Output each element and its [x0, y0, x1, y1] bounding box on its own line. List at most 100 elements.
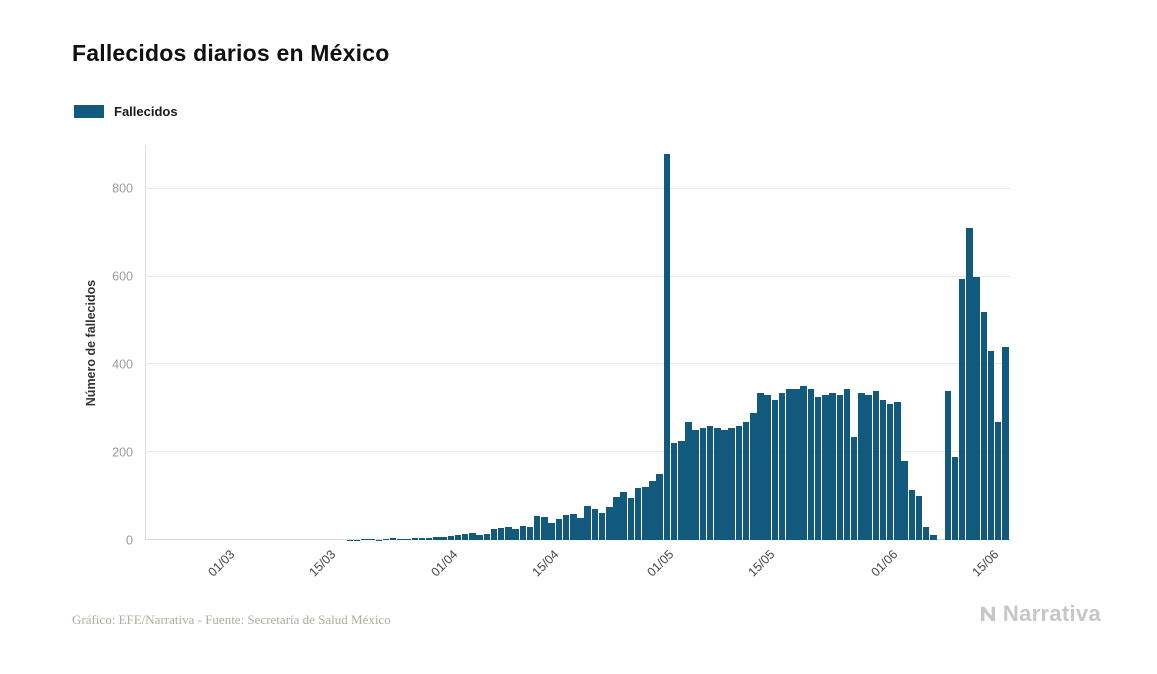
bar	[310, 539, 318, 540]
bar	[469, 533, 476, 540]
bar	[245, 539, 253, 540]
bar-chart: Número de fallecidos 0 200 400 600 800 01/03 1…	[84, 145, 1010, 579]
y-axis-line	[145, 145, 146, 540]
page-title: Fallecidos diarios en México	[72, 40, 390, 66]
bar	[238, 539, 246, 540]
bar	[858, 392, 865, 540]
x-tick-label: 15/04	[529, 547, 562, 580]
x-tick-label: 15/05	[745, 547, 778, 580]
bar	[152, 539, 159, 540]
bar	[296, 539, 303, 540]
bar	[332, 539, 339, 540]
x-tick-label: 01/06	[868, 547, 901, 580]
bar	[411, 538, 419, 540]
narrativa-logo-icon	[980, 606, 995, 622]
bar	[865, 395, 872, 540]
bar	[267, 539, 274, 540]
bar	[843, 388, 851, 540]
gridline	[145, 363, 1010, 365]
bar	[886, 403, 894, 540]
bar	[289, 539, 296, 540]
bar	[397, 539, 404, 540]
bar	[591, 509, 599, 540]
bar	[317, 539, 325, 540]
bar	[555, 518, 563, 540]
bar	[598, 512, 606, 540]
legend-swatch	[74, 105, 104, 118]
bar	[512, 529, 519, 540]
y-tick-label: 0	[126, 532, 133, 547]
bar	[577, 518, 584, 540]
bar	[533, 515, 541, 540]
bar	[742, 421, 750, 540]
bar	[721, 430, 728, 540]
bar	[361, 539, 368, 540]
bar	[922, 526, 930, 540]
bar	[930, 534, 937, 540]
bar	[224, 539, 231, 540]
bar	[757, 392, 764, 540]
bar	[188, 539, 195, 540]
bar	[850, 436, 858, 540]
bar	[584, 505, 591, 540]
bar	[1002, 346, 1009, 540]
y-tick-label: 800	[112, 181, 133, 196]
bar	[771, 399, 779, 540]
bar	[145, 539, 152, 540]
bar	[814, 397, 822, 540]
bar	[937, 539, 944, 540]
brand-name: Narrativa	[1002, 601, 1101, 626]
bar	[649, 480, 656, 540]
bar	[476, 534, 483, 540]
bar	[425, 538, 433, 540]
bar	[800, 386, 807, 540]
brand: Narrativa	[978, 601, 1101, 627]
bar	[678, 441, 685, 540]
bar	[879, 399, 887, 540]
credit-text: Gráfico: EFE/Narrativa - Fuente: Secreta…	[72, 612, 391, 627]
bar	[613, 497, 620, 540]
bar	[231, 539, 238, 540]
bar	[339, 539, 346, 540]
bar	[548, 523, 555, 540]
bar	[951, 456, 959, 540]
bar	[966, 228, 973, 540]
x-tick-label: 01/05	[644, 547, 677, 580]
bar	[260, 539, 267, 540]
bar	[454, 534, 462, 540]
gridline	[145, 187, 1010, 189]
y-axis-title-text: Número de fallecidos	[84, 279, 98, 406]
bar	[778, 392, 786, 540]
bar	[202, 539, 210, 540]
bar	[793, 388, 800, 540]
bar	[944, 390, 952, 540]
bar	[461, 533, 469, 540]
bar	[404, 538, 411, 540]
bar	[606, 507, 613, 540]
y-axis-title: Número de fallecidos	[83, 145, 99, 540]
x-tick-label: 01/03	[205, 547, 238, 580]
plot-area: 0 200 400 600 800 01/03 15/03 01/04 15/04 01/05 15…	[112, 145, 1010, 579]
bar	[440, 536, 447, 540]
legend: Fallecidos	[74, 104, 178, 119]
y-tick-label: 600	[112, 269, 133, 284]
bar	[973, 276, 980, 540]
bar	[519, 525, 527, 540]
bar	[447, 535, 455, 540]
bar	[750, 412, 757, 540]
bar	[692, 430, 699, 540]
bar	[807, 388, 815, 540]
bar	[735, 425, 743, 540]
bar	[620, 491, 627, 540]
bar	[562, 514, 570, 540]
bar	[822, 395, 829, 540]
bar	[836, 395, 844, 540]
bar	[901, 461, 908, 540]
x-tick-label: 15/06	[969, 547, 1002, 580]
bar	[670, 443, 678, 540]
bar	[382, 539, 390, 540]
bar	[483, 533, 491, 540]
bar	[894, 401, 901, 540]
bar	[173, 539, 181, 540]
